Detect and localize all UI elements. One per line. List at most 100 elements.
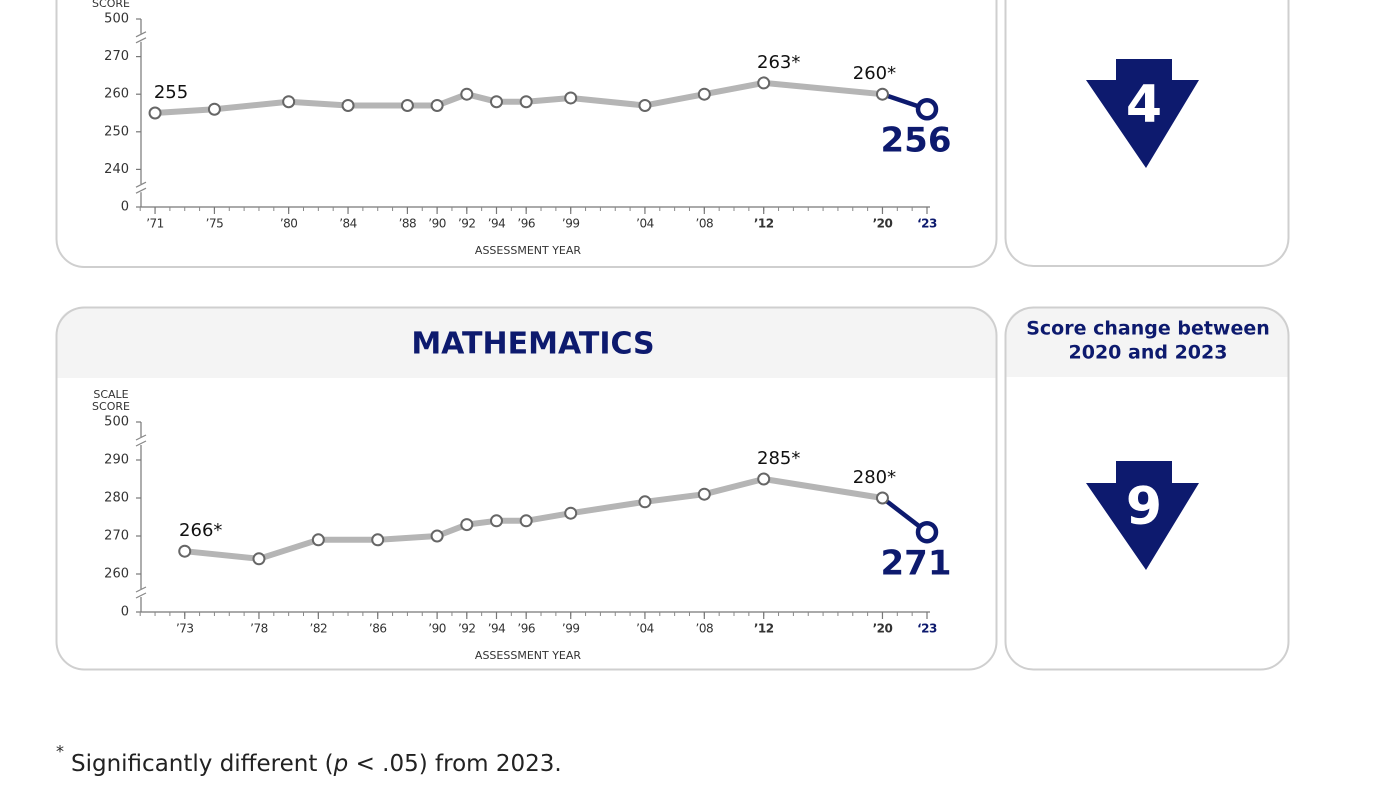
point bbox=[564, 91, 578, 105]
chart-panel bbox=[55, 306, 998, 671]
point bbox=[460, 87, 474, 101]
point-highlight bbox=[915, 97, 939, 121]
point bbox=[311, 533, 325, 547]
x-tick-label: ’94 bbox=[488, 622, 506, 636]
footnote-text: Significantly different ( bbox=[71, 751, 334, 777]
point bbox=[489, 95, 503, 109]
axis-break-gap bbox=[136, 437, 146, 445]
point bbox=[341, 98, 355, 112]
x-tick-label: ’04 bbox=[636, 622, 654, 636]
x-tick-label: ’78 bbox=[250, 622, 268, 636]
x-tick-label: ’99 bbox=[562, 622, 580, 636]
x-tick-label: ’88 bbox=[399, 217, 417, 231]
x-axis-label: ASSESSMENT YEAR bbox=[475, 244, 581, 257]
point bbox=[400, 98, 414, 112]
point bbox=[875, 87, 889, 101]
x-axis-label: ASSESSMENT YEAR bbox=[475, 649, 581, 662]
x-tick-label: ’75 bbox=[206, 217, 224, 231]
x-tick-label: ’94 bbox=[488, 217, 506, 231]
point bbox=[430, 529, 444, 543]
axis-break bbox=[135, 586, 147, 593]
y-tick-label: 260 bbox=[104, 567, 129, 582]
change-value: 9 bbox=[1126, 477, 1162, 537]
y-tick-label: 270 bbox=[104, 49, 129, 64]
point bbox=[519, 514, 533, 528]
x-tick-label: ’71 bbox=[146, 217, 164, 231]
point bbox=[282, 95, 296, 109]
x-tick-label: ’84 bbox=[339, 217, 357, 231]
value-label-highlight: 256 bbox=[881, 121, 952, 161]
change-panel bbox=[1004, 306, 1290, 671]
panel-header bbox=[1005, 307, 1289, 377]
point bbox=[564, 506, 578, 520]
value-label: 285* bbox=[757, 448, 800, 469]
x-tick-label: ’90 bbox=[428, 217, 446, 231]
point bbox=[519, 95, 533, 109]
point bbox=[489, 514, 503, 528]
y-tick-label: 290 bbox=[104, 453, 129, 468]
x-tick-label: ’92 bbox=[458, 217, 476, 231]
value-label: 260* bbox=[853, 63, 896, 84]
x-tick-label: ‘23 bbox=[917, 217, 937, 231]
x-tick-label: ’04 bbox=[636, 217, 654, 231]
x-tick-label: ’92 bbox=[458, 622, 476, 636]
point bbox=[638, 495, 652, 509]
chart-panel-bg bbox=[56, 307, 997, 670]
axis-break bbox=[135, 440, 147, 447]
point bbox=[371, 533, 385, 547]
panel-header bbox=[56, 307, 997, 378]
x-tick-label: ’90 bbox=[428, 622, 446, 636]
x-tick-label: ’99 bbox=[562, 217, 580, 231]
y-tick-label: 240 bbox=[104, 162, 129, 177]
point bbox=[638, 98, 652, 112]
change-title: 2020 and 2023 bbox=[1069, 342, 1228, 364]
axis-break-gap bbox=[136, 589, 146, 597]
footnote-marker: * bbox=[56, 742, 64, 761]
point bbox=[875, 491, 889, 505]
x-tick-label: ‘23 bbox=[917, 622, 937, 636]
change-value: 4 bbox=[1126, 75, 1162, 135]
axis-break bbox=[135, 181, 147, 188]
point bbox=[430, 98, 444, 112]
x-tick-label: ’96 bbox=[517, 622, 535, 636]
y-axis-label: SCORE bbox=[92, 400, 130, 413]
point bbox=[207, 102, 221, 116]
point bbox=[697, 87, 711, 101]
x-tick-label: ’86 bbox=[369, 622, 387, 636]
axis-break bbox=[135, 434, 147, 441]
y-tick-label: 260 bbox=[104, 87, 129, 102]
y-tick-label: 0 bbox=[121, 605, 129, 620]
footnote-text: < .05) from 2023. bbox=[348, 751, 561, 777]
value-label: 255 bbox=[154, 82, 188, 103]
chart-title: MATHEMATICS bbox=[411, 327, 654, 362]
x-tick-label: ’20 bbox=[873, 217, 893, 231]
y-tick-label: 270 bbox=[104, 529, 129, 544]
chart-panel bbox=[55, 0, 998, 268]
point bbox=[757, 472, 771, 486]
x-tick-label: ’08 bbox=[696, 217, 714, 231]
y-axis-label: SCALE bbox=[93, 388, 128, 401]
charts: 0 240 250 260 270 500 SCORE ’71 ’75 ’80 ’84 ’88 ’90 ’… bbox=[92, 0, 951, 662]
down-arrow bbox=[1086, 59, 1199, 168]
y-tick-label: 280 bbox=[104, 491, 129, 506]
axis-break-gap bbox=[136, 33, 146, 42]
point bbox=[148, 106, 162, 120]
x-tick-label: ’73 bbox=[176, 622, 194, 636]
value-label: 266* bbox=[179, 520, 222, 541]
axis-break bbox=[135, 31, 147, 38]
axis-break-gap bbox=[136, 184, 146, 193]
series-line bbox=[154, 79, 883, 116]
y-tick-label: 500 bbox=[104, 415, 129, 430]
value-label: 263* bbox=[757, 52, 800, 73]
axis-break bbox=[135, 37, 147, 44]
y-tick-label: 250 bbox=[104, 124, 129, 139]
x-tick-label: ’12 bbox=[754, 217, 774, 231]
y-tick-label: 500 bbox=[104, 12, 129, 27]
axis-break bbox=[135, 592, 147, 599]
x-tick-label: ’08 bbox=[696, 622, 714, 636]
footnote: Significantly different (p < .05) from 2… bbox=[71, 751, 562, 777]
x-tick-label: ’80 bbox=[280, 217, 298, 231]
y-tick-label: 0 bbox=[121, 200, 129, 215]
x-tick-label: ’82 bbox=[310, 622, 328, 636]
